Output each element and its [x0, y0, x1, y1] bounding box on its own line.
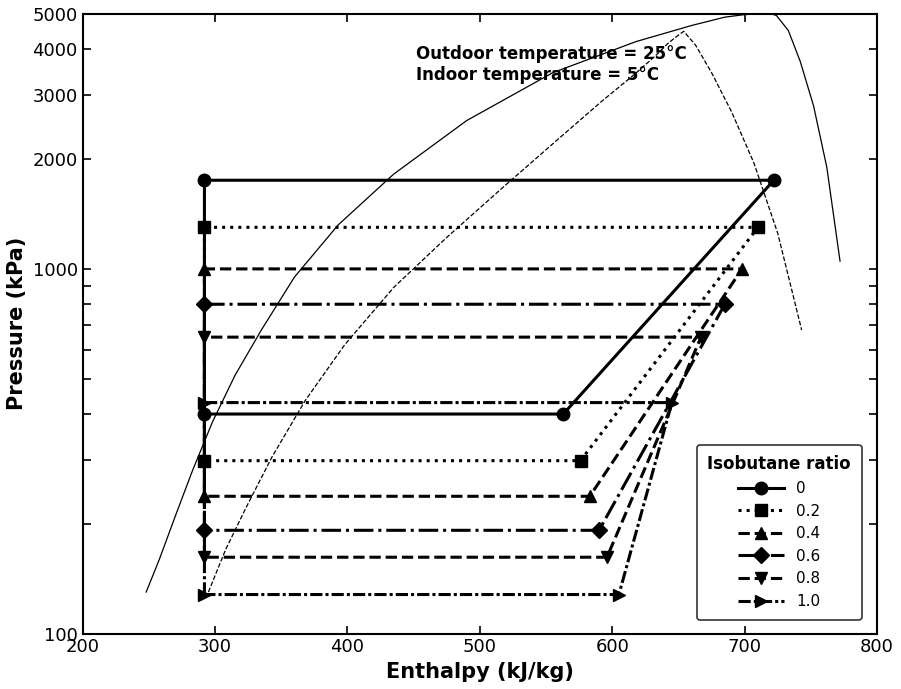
- Y-axis label: Pressure (kPa): Pressure (kPa): [7, 237, 27, 411]
- Legend: 0, 0.2, 0.4, 0.6, 0.8, 1.0: 0, 0.2, 0.4, 0.6, 0.8, 1.0: [696, 444, 861, 620]
- X-axis label: Enthalpy (kJ/kg): Enthalpy (kJ/kg): [386, 662, 574, 682]
- Text: Outdoor temperature = 25°C
Indoor temperature = 5°C: Outdoor temperature = 25°C Indoor temper…: [416, 45, 687, 84]
